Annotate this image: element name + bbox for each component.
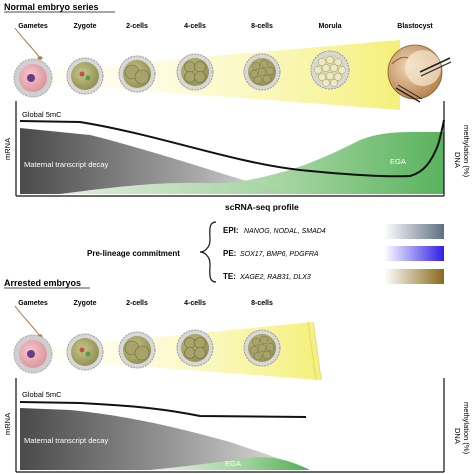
normal-stage-morula: Morula — [319, 23, 342, 30]
normal-methylation-axis-label: methylation (%) — [462, 125, 471, 178]
arrested-sperm-icon — [14, 305, 41, 337]
arrested-chart: Global 5mC Maternal transcript decay EGA… — [3, 378, 471, 473]
pipette-icon — [419, 57, 451, 73]
normal-embryos — [13, 27, 452, 103]
epi-genes: NANOG, NODAL, SMAD4 — [244, 228, 326, 235]
normal-stage-labels: Gametes Zygote 2-cells 4-cells 8-cells M… — [18, 23, 433, 30]
sperm-icon — [14, 27, 41, 59]
zygote-icon — [71, 62, 99, 90]
normal-methylation-line — [19, 119, 445, 178]
epi-name: EPI: — [223, 226, 239, 235]
pe-genes: SOX17, BMP6, PDGFRA — [240, 251, 319, 258]
normal-decay-area — [20, 128, 300, 194]
normal-light-beam — [30, 40, 400, 110]
arrested-ega-label: EGA — [225, 459, 241, 468]
scrna-profile: scRNA-seq profile Pre-lineage commitment… — [87, 202, 444, 284]
epi-gradient-bar — [384, 224, 444, 239]
arrested-light-beam — [30, 322, 320, 380]
te-genes: XAGE2, RAB31, DLX3 — [239, 274, 311, 281]
pe-name: PE: — [223, 249, 236, 258]
pe-gradient-bar — [384, 246, 444, 261]
normal-mrna-axis-label: mRNA — [3, 138, 12, 160]
normal-ega-area — [60, 132, 444, 194]
arrested-stage-8-cells: 8-cells — [251, 300, 273, 307]
arrested-stage-gametes: Gametes — [18, 300, 48, 307]
arrested-decay-label: Maternal transcript decay — [24, 436, 108, 445]
four-cell-embryo-icon — [181, 58, 209, 86]
normal-stage-blastocyst: Blastocyst — [397, 23, 433, 30]
arrested-zygote-icon — [71, 338, 99, 366]
arrested-decay-area — [20, 408, 310, 470]
arrested-four-cell-icon — [181, 334, 209, 362]
normal-stage-zygote: Zygote — [74, 23, 97, 30]
normal-decay-label: Maternal transcript decay — [24, 160, 108, 169]
scrna-title: scRNA-seq profile — [225, 202, 299, 212]
pre-lineage-label: Pre-lineage commitment — [87, 249, 180, 258]
normal-heading: Normal embryo series — [4, 2, 99, 12]
normal-stage-gametes: Gametes — [18, 23, 48, 30]
normal-stage-8-cells: 8-cells — [251, 23, 273, 30]
normal-stage-4-cells: 4-cells — [184, 23, 206, 30]
arrested-stage-2-cells: 2-cells — [126, 300, 148, 307]
arrested-embryos — [13, 305, 281, 374]
te-gradient-bar — [384, 269, 444, 284]
arrested-global-5mc-label: Global 5mC — [22, 390, 62, 399]
normal-ega-label: EGA — [390, 157, 406, 166]
normal-chart: Global 5mC Maternal transcript decay EGA… — [3, 101, 471, 197]
arrested-dna-axis-label: DNA — [453, 428, 462, 444]
arrested-stage-4-cells: 4-cells — [184, 300, 206, 307]
arrested-methylation-line — [19, 401, 307, 418]
arrested-ega-area — [150, 457, 310, 470]
arrested-stage-zygote: Zygote — [74, 300, 97, 307]
arrested-heading: Arrested embryos — [4, 278, 81, 288]
normal-global-5mc-label: Global 5mC — [22, 110, 62, 119]
normal-dna-axis-label: DNA — [453, 152, 462, 168]
brace-icon — [199, 221, 217, 283]
arrested-methylation-axis-label: methylation (%) — [462, 402, 471, 455]
normal-stage-2-cells: 2-cells — [126, 23, 148, 30]
arrested-stage-labels: Gametes Zygote 2-cells 4-cells 8-cells — [18, 300, 273, 307]
arrested-mrna-axis-label: mRNA — [3, 413, 12, 435]
te-name: TE: — [223, 272, 236, 281]
